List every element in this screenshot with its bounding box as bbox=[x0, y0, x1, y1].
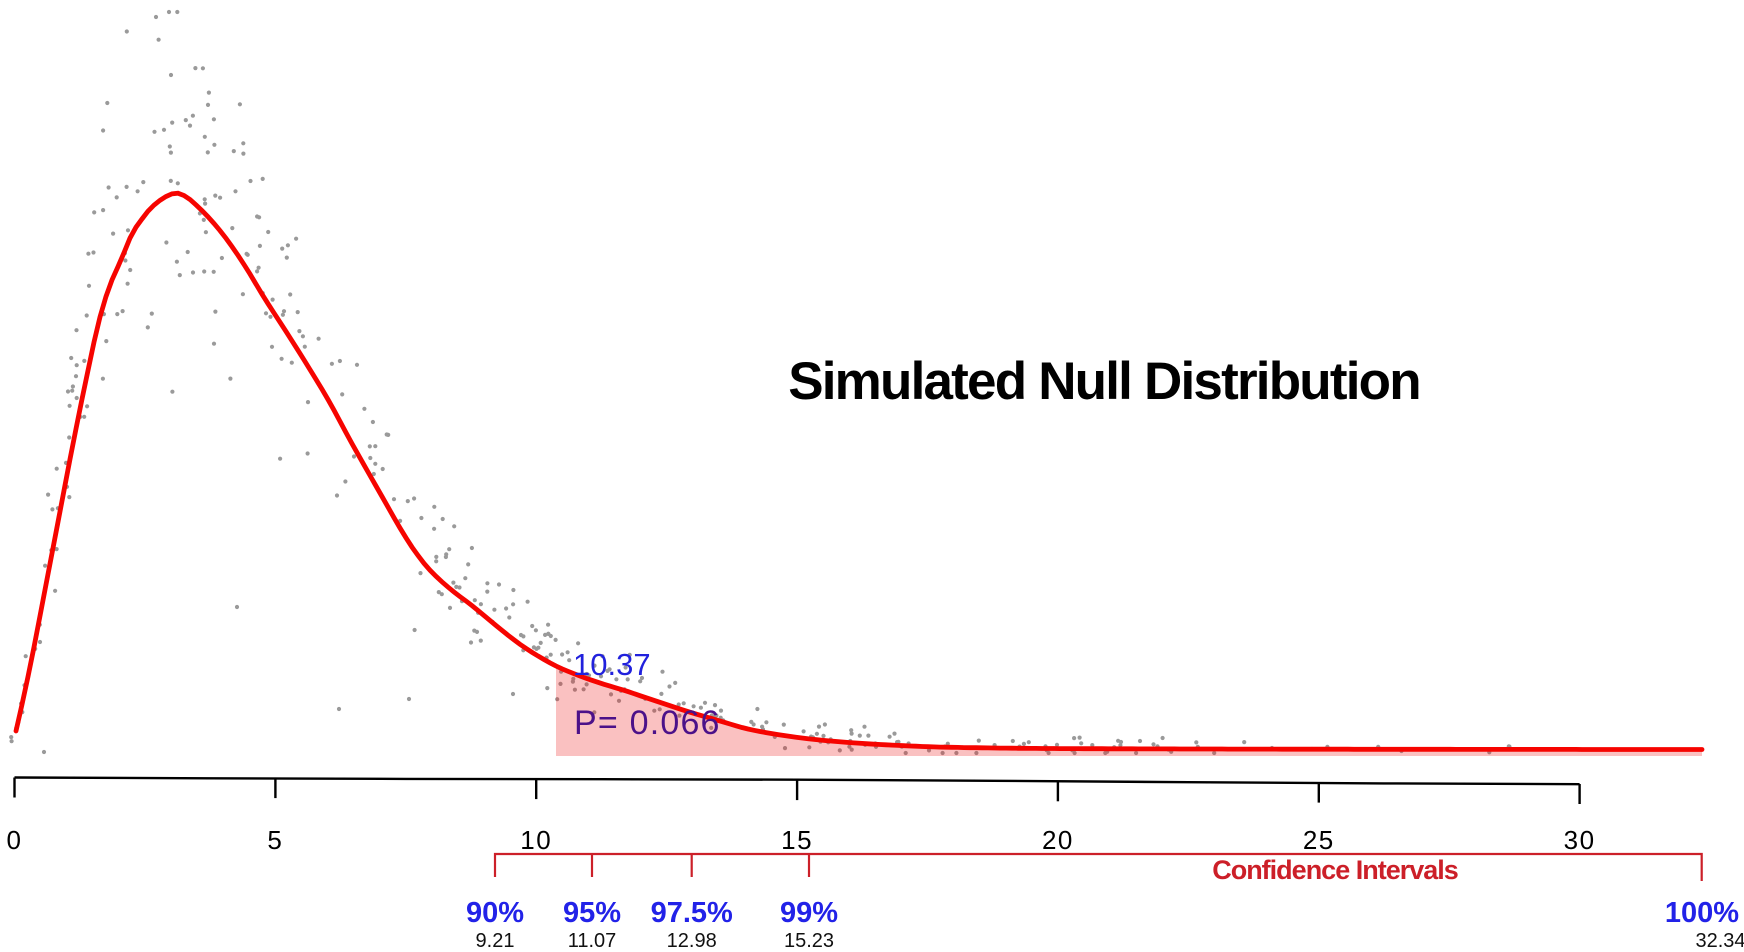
svg-text:20: 20 bbox=[1042, 825, 1074, 855]
svg-text:97.5%: 97.5% bbox=[651, 897, 733, 929]
svg-text:P= 0.066: P= 0.066 bbox=[574, 704, 721, 742]
svg-text:10: 10 bbox=[520, 825, 552, 855]
svg-text:15: 15 bbox=[781, 825, 813, 855]
svg-text:99%: 99% bbox=[780, 897, 838, 929]
svg-text:15.23: 15.23 bbox=[784, 930, 834, 952]
svg-text:12.98: 12.98 bbox=[667, 930, 717, 952]
svg-text:Confidence Intervals: Confidence Intervals bbox=[1212, 855, 1458, 885]
svg-text:11.07: 11.07 bbox=[568, 930, 617, 952]
svg-text:95%: 95% bbox=[563, 897, 621, 929]
svg-text:25: 25 bbox=[1303, 825, 1335, 855]
svg-text:100%: 100% bbox=[1665, 897, 1739, 929]
svg-text:0: 0 bbox=[7, 825, 23, 855]
svg-text:Simulated Null Distribution: Simulated Null Distribution bbox=[788, 352, 1420, 411]
svg-text:10.37: 10.37 bbox=[573, 647, 651, 682]
svg-text:32.34: 32.34 bbox=[1695, 930, 1744, 952]
svg-text:5: 5 bbox=[267, 825, 283, 855]
svg-text:90%: 90% bbox=[466, 897, 524, 929]
svg-text:9.21: 9.21 bbox=[476, 930, 515, 952]
svg-text:30: 30 bbox=[1564, 825, 1596, 855]
